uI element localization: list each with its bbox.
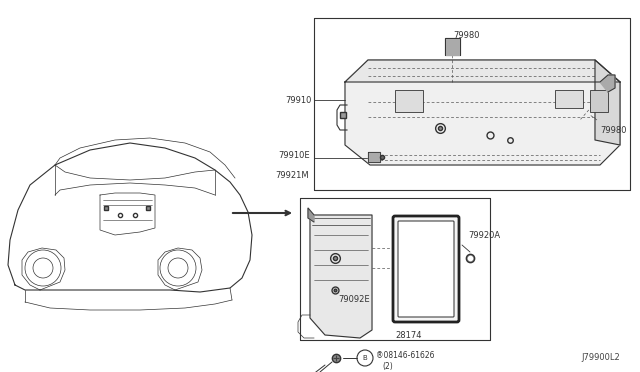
- Text: 79910: 79910: [285, 96, 312, 105]
- FancyBboxPatch shape: [393, 216, 459, 322]
- Polygon shape: [345, 60, 620, 82]
- Polygon shape: [345, 60, 620, 165]
- Polygon shape: [368, 152, 380, 162]
- Text: (2): (2): [382, 362, 393, 371]
- Text: ®08146-61626: ®08146-61626: [376, 352, 435, 360]
- Bar: [395, 90, 423, 112]
- Text: 28174: 28174: [395, 330, 422, 340]
- Bar: [555, 90, 583, 108]
- Text: B: B: [363, 355, 367, 361]
- Polygon shape: [308, 208, 314, 222]
- Bar: [590, 90, 608, 112]
- Polygon shape: [445, 38, 460, 55]
- Text: 79980: 79980: [600, 125, 627, 135]
- Text: J79900L2: J79900L2: [581, 353, 620, 362]
- Text: 79921M: 79921M: [275, 170, 308, 180]
- Text: 79092E: 79092E: [338, 295, 370, 305]
- FancyBboxPatch shape: [398, 221, 454, 317]
- Polygon shape: [595, 60, 620, 145]
- Polygon shape: [310, 215, 372, 338]
- Text: 79910E: 79910E: [278, 151, 310, 160]
- Text: 79980: 79980: [453, 31, 479, 39]
- Text: 79920A: 79920A: [468, 231, 500, 240]
- Polygon shape: [600, 75, 615, 92]
